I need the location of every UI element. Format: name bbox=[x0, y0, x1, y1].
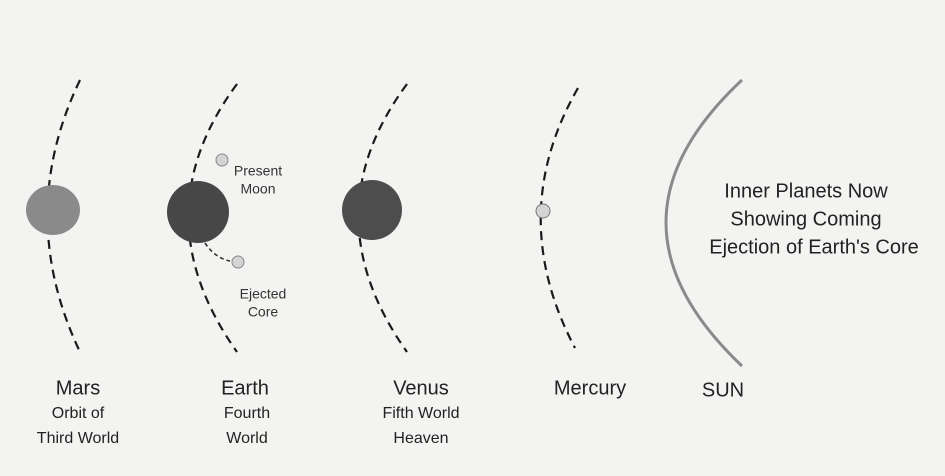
present-moon bbox=[216, 154, 228, 166]
ejected-core bbox=[232, 256, 244, 268]
planet-description: Orbit of bbox=[52, 405, 105, 422]
earth bbox=[167, 181, 229, 243]
planet-name: SUN bbox=[702, 379, 744, 401]
title-line: Inner Planets Now bbox=[724, 180, 888, 202]
planet-name: Mercury bbox=[554, 377, 626, 399]
mercury bbox=[536, 204, 550, 218]
planet-name: Earth bbox=[221, 377, 269, 399]
title-line: Showing Coming bbox=[730, 208, 881, 230]
moon-label: Moon bbox=[240, 181, 275, 197]
title-line: Ejection of Earth's Core bbox=[709, 236, 918, 258]
core-label: Ejected bbox=[240, 286, 287, 302]
planet-description: Fourth bbox=[224, 405, 270, 422]
planet-description: World bbox=[226, 430, 268, 447]
moon-label: Present bbox=[234, 163, 282, 179]
diagram: Present Moon Ejected Core Inner Planets … bbox=[0, 0, 945, 476]
planet-name: Venus bbox=[393, 377, 449, 399]
planet-description: Third World bbox=[37, 430, 119, 447]
planet-name: Mars bbox=[56, 377, 100, 399]
mars bbox=[26, 185, 80, 235]
venus bbox=[342, 180, 402, 240]
planet-description: Fifth World bbox=[382, 405, 459, 422]
core-label: Core bbox=[248, 304, 279, 320]
planet-description: Heaven bbox=[393, 430, 448, 447]
